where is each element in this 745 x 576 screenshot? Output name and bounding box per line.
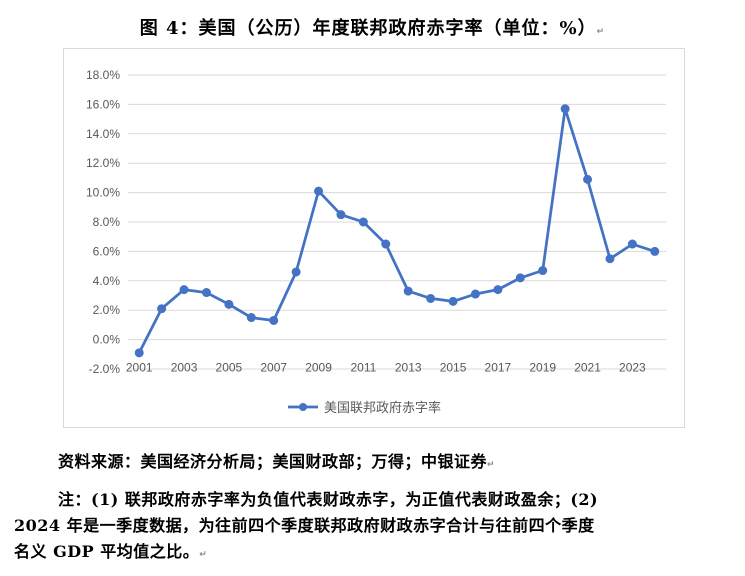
return-mark: ↵	[199, 550, 208, 560]
data-point	[515, 273, 525, 283]
notes-paragraph: 注：(1) 联邦政府赤字率为负值代表财政赤字，为正值代表财政盈余；(2) 202…	[14, 487, 734, 568]
note-line: 2024 年是一季度数据，为往前四个季度联邦政府财政赤字合计与往前四个季度	[14, 516, 595, 535]
note-line-text: 名义 GDP 平均值之比。	[14, 542, 200, 561]
y-tick-label: -2.0%	[89, 362, 121, 376]
data-point	[291, 267, 301, 277]
data-point	[336, 210, 346, 220]
x-tick-label: 2011	[350, 361, 376, 375]
x-tick-label: 2021	[574, 361, 601, 375]
data-point	[650, 246, 660, 256]
y-tick-label: 16.0%	[86, 97, 120, 111]
y-tick-label: 18.0%	[86, 68, 120, 82]
source-text: 资料来源：美国经济分析局；美国财政部；万得；中银证券	[58, 452, 488, 471]
data-point	[246, 313, 256, 323]
data-point	[627, 239, 637, 249]
return-mark: ↵	[487, 460, 496, 470]
data-point	[269, 315, 279, 325]
data-point	[583, 174, 593, 184]
x-tick-label: 2015	[440, 361, 467, 375]
figure-title-text: 图 4：美国（公历）年度联邦政府赤字率（单位：%）	[139, 18, 597, 39]
x-tick-label: 2019	[529, 361, 556, 375]
data-point	[201, 288, 211, 298]
legend-label: 美国联邦政府赤字率	[324, 400, 441, 416]
x-tick-label: 2001	[126, 361, 153, 375]
y-tick-label: 12.0%	[86, 156, 120, 170]
source-line: 资料来源：美国经济分析局；美国财政部；万得；中银证券↵	[58, 448, 495, 472]
y-tick-label: 0.0%	[93, 333, 121, 347]
data-point	[493, 285, 503, 295]
data-point	[470, 289, 480, 299]
chart-frame: -2.0% 0.0% 2.0% 4.0% 6.0% 8.0% 10.0% 12.0% 14.0%…	[63, 48, 685, 428]
figure-title: 图 4：美国（公历）年度联邦政府赤字率（单位：%）↵	[0, 14, 745, 40]
data-point	[179, 285, 189, 295]
data-point	[381, 239, 391, 249]
y-tick-label: 4.0%	[93, 274, 121, 288]
data-point	[448, 296, 458, 306]
y-tick-label: 14.0%	[86, 127, 120, 141]
x-tick-label: 2009	[305, 361, 332, 375]
x-tick-label: 2003	[171, 361, 198, 375]
note-line: 注：(1) 联邦政府赤字率为负值代表财政赤字，为正值代表财政盈余；(2)	[58, 490, 599, 509]
data-point	[134, 348, 144, 358]
return-mark: ↵	[596, 27, 606, 37]
x-tick-label: 2005	[216, 361, 243, 375]
y-tick-label: 8.0%	[93, 215, 121, 229]
x-tick-label: 2013	[395, 361, 422, 375]
data-point	[560, 104, 570, 114]
data-point	[314, 186, 324, 196]
data-point	[157, 304, 167, 314]
note-line: 名义 GDP 平均值之比。↵	[14, 539, 734, 568]
legend-marker	[299, 403, 307, 411]
y-tick-label: 6.0%	[93, 244, 121, 258]
data-point	[403, 286, 413, 296]
y-tick-label: 10.0%	[86, 186, 120, 200]
x-tick-label: 2023	[619, 361, 646, 375]
data-point	[538, 266, 548, 276]
data-point	[426, 293, 436, 303]
y-tick-label: 2.0%	[93, 303, 121, 317]
x-tick-label: 2017	[485, 361, 512, 375]
series-line	[137, 107, 657, 355]
data-point	[358, 217, 368, 227]
deficit-line-chart: -2.0% 0.0% 2.0% 4.0% 6.0% 8.0% 10.0% 12.0% 14.0%…	[86, 68, 666, 416]
data-point	[605, 254, 615, 264]
data-point	[224, 299, 234, 309]
x-tick-label: 2007	[260, 361, 287, 375]
